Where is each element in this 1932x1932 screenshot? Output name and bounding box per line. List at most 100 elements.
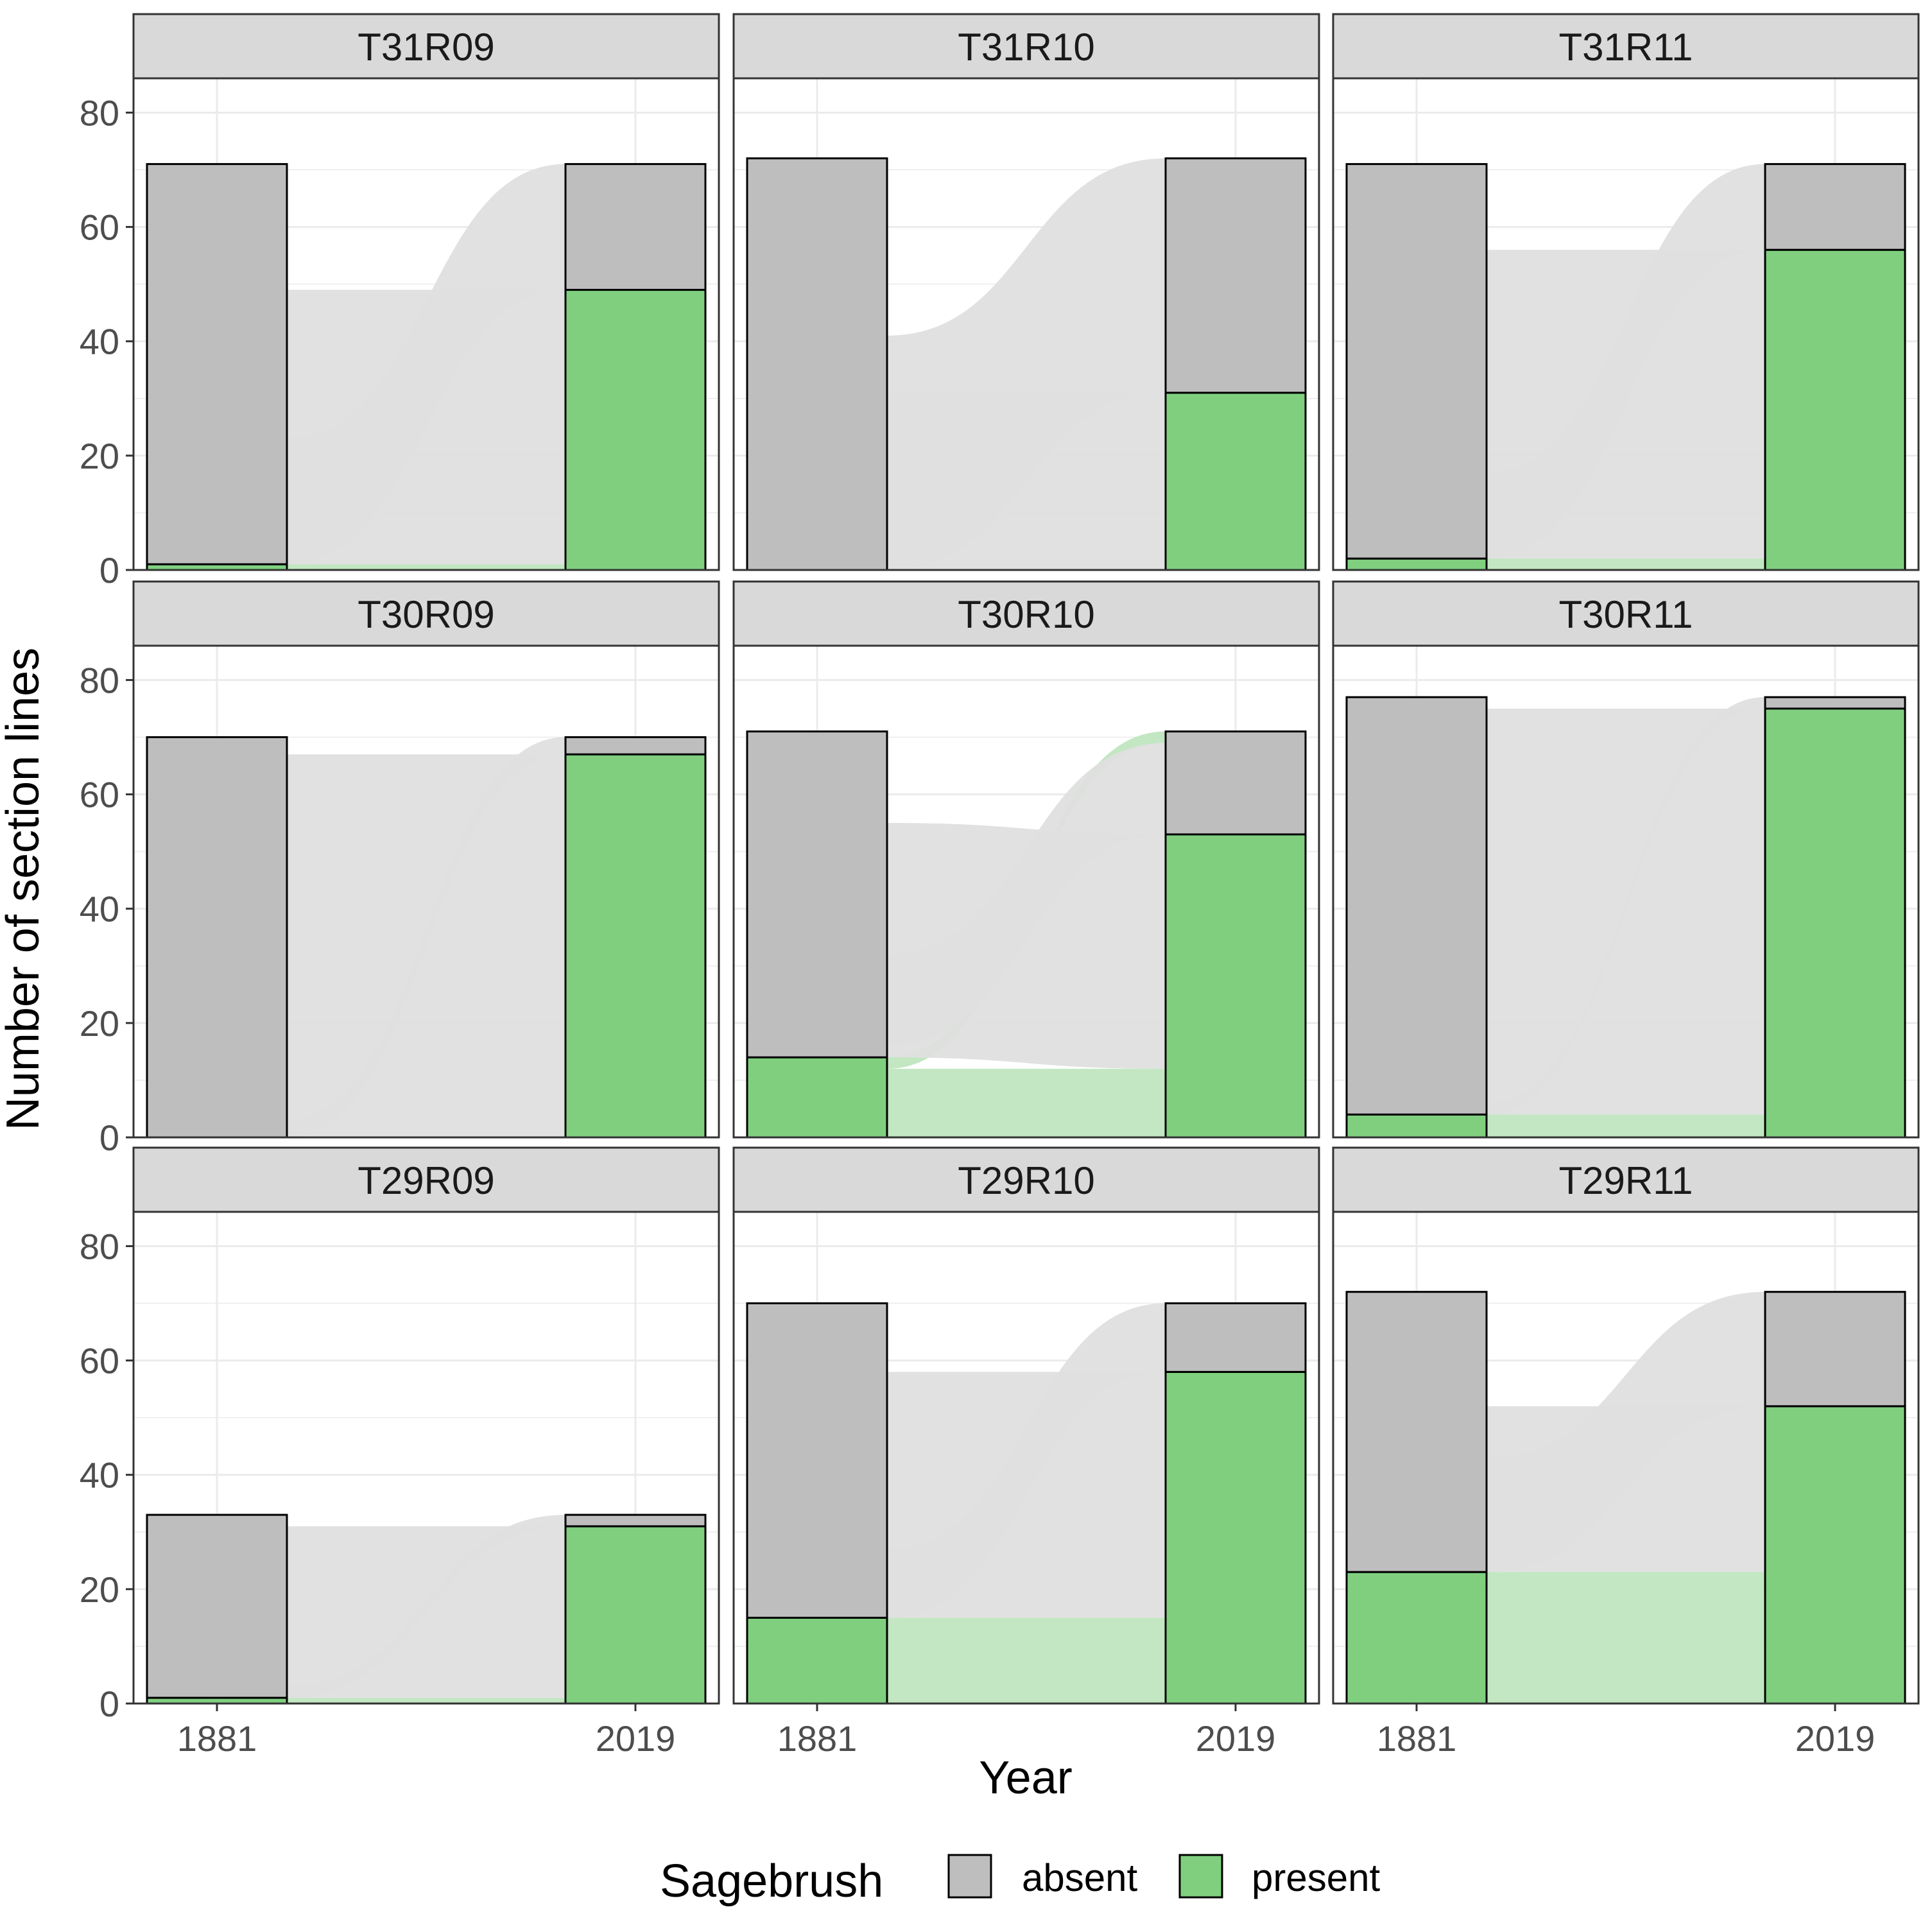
bar-absent-2019 — [564, 1514, 707, 1528]
y-tick-label: 20 — [80, 1003, 119, 1044]
facet-panel: T30R10 — [732, 580, 1320, 1139]
panel-border — [132, 644, 720, 1139]
x-tick-label: 1881 — [177, 1718, 257, 1759]
y-tick-label: 0 — [99, 1684, 119, 1724]
legend-title: Sagebrush — [660, 1856, 883, 1907]
legend-key-present — [1178, 1854, 1223, 1899]
bar-absent-1881 — [746, 157, 888, 571]
bar-absent-1881 — [146, 736, 288, 1139]
flows — [1487, 697, 1765, 1137]
flows — [887, 158, 1166, 570]
y-tick-label: 20 — [80, 1569, 119, 1610]
panel-border — [1332, 1211, 1920, 1705]
bar-present-2019 — [1164, 833, 1307, 1139]
bar-absent-1881 — [1345, 696, 1488, 1116]
bar-present-2019 — [1764, 707, 1906, 1139]
flow-absent-to-absent — [287, 164, 565, 565]
flow-absent-to-absent — [1487, 697, 1765, 1115]
y-axis-title: Number of section lines — [0, 648, 49, 1130]
flow-absent-to-absent — [287, 1515, 565, 1698]
facet-panel: T29R10 1881 2019 — [732, 1146, 1320, 1759]
bar-absent-1881 — [146, 1514, 288, 1699]
x-axis-title: Year — [979, 1752, 1072, 1804]
bar-present-2019 — [1764, 248, 1906, 571]
flows — [287, 164, 565, 570]
x-tick-label: 1881 — [777, 1718, 858, 1759]
facet-label: T29R10 — [958, 1159, 1094, 1202]
panel-border — [732, 77, 1320, 571]
bar-present-1881 — [746, 1056, 888, 1139]
bar-absent-2019 — [1764, 163, 1906, 251]
facet-label: T30R10 — [958, 593, 1094, 636]
facet-panel: T29R09 0 20 40 60 80 1881 2019 — [80, 1146, 720, 1759]
y-tick-label: 60 — [80, 1341, 119, 1381]
bar-present-2019 — [1164, 392, 1307, 571]
flow-absent-to-absent — [887, 1303, 1166, 1618]
facet-strip — [132, 1146, 720, 1213]
flows — [1487, 164, 1765, 570]
x-tick-label: 1881 — [1377, 1718, 1457, 1759]
facet-strip — [132, 13, 720, 80]
flow-present-to-present — [1487, 558, 1765, 570]
flow-present-to-present — [287, 1698, 565, 1703]
flow-present-to-present — [887, 1617, 1166, 1703]
y-tick-label: 40 — [80, 1455, 119, 1496]
flows — [1487, 1291, 1765, 1703]
panel-border — [732, 1211, 1320, 1705]
legend-label-present: present — [1252, 1856, 1380, 1899]
panel-border — [1332, 77, 1920, 571]
flow-present-to-present — [1487, 1114, 1765, 1137]
bar-absent-1881 — [146, 163, 288, 565]
facet-label: T30R09 — [358, 593, 494, 636]
panel-border — [132, 77, 720, 571]
bar-present-1881 — [746, 1616, 888, 1705]
bar-present-1881 — [1345, 557, 1488, 571]
flow-present-to-present — [1487, 1572, 1765, 1703]
flow-absent-to-absent — [287, 737, 565, 1137]
facet-panel: T29R11 1881 2019 — [1332, 1146, 1920, 1759]
facet-strip — [732, 1146, 1320, 1213]
y-tick-label: 20 — [80, 436, 119, 476]
bar-absent-2019 — [564, 736, 707, 755]
bar-absent-1881 — [746, 1302, 888, 1619]
bar-present-2019 — [564, 753, 707, 1139]
y-tick-label: 0 — [99, 1117, 119, 1158]
x-tick-label: 2019 — [1196, 1718, 1276, 1759]
panel-border — [732, 644, 1320, 1139]
facet-label: T31R10 — [958, 26, 1094, 69]
flows — [887, 1303, 1166, 1703]
facet-strip — [1332, 580, 1920, 647]
bar-present-2019 — [564, 1525, 707, 1705]
y-tick-label: 40 — [80, 322, 119, 362]
facet-label: T31R11 — [1558, 26, 1693, 69]
y-tick-label: 80 — [80, 92, 119, 133]
legend-label-absent: absent — [1022, 1856, 1137, 1899]
facet-panel: T30R09 0 20 40 60 80 — [80, 580, 720, 1158]
x-tick-label: 2019 — [596, 1718, 676, 1759]
facet-label: T29R09 — [358, 1159, 494, 1202]
bar-absent-2019 — [1164, 157, 1307, 394]
facet-panel: T30R11 — [1332, 580, 1920, 1139]
facet-label: T29R11 — [1558, 1159, 1693, 1202]
y-tick-label: 60 — [80, 775, 119, 815]
flow-absent-to-absent — [887, 743, 1166, 1046]
flow-present-to-present — [287, 564, 565, 570]
panel-border — [132, 1211, 720, 1705]
y-tick-label: 0 — [99, 550, 119, 591]
bar-absent-2019 — [1164, 730, 1307, 836]
flows — [287, 737, 565, 1137]
y-tick-label: 80 — [80, 660, 119, 700]
bar-present-1881 — [1345, 1113, 1488, 1139]
bar-absent-2019 — [1764, 1291, 1906, 1408]
y-tick-label: 40 — [80, 889, 119, 929]
bar-present-2019 — [564, 289, 707, 571]
bar-absent-2019 — [564, 163, 707, 291]
bar-absent-1881 — [1345, 1291, 1488, 1573]
bar-present-2019 — [1164, 1370, 1307, 1705]
bar-absent-1881 — [746, 730, 888, 1058]
bar-absent-2019 — [1764, 696, 1906, 710]
legend: Sagebrush absent present — [660, 1854, 1380, 1907]
flows — [887, 731, 1166, 1137]
bar-present-1881 — [1345, 1571, 1488, 1705]
